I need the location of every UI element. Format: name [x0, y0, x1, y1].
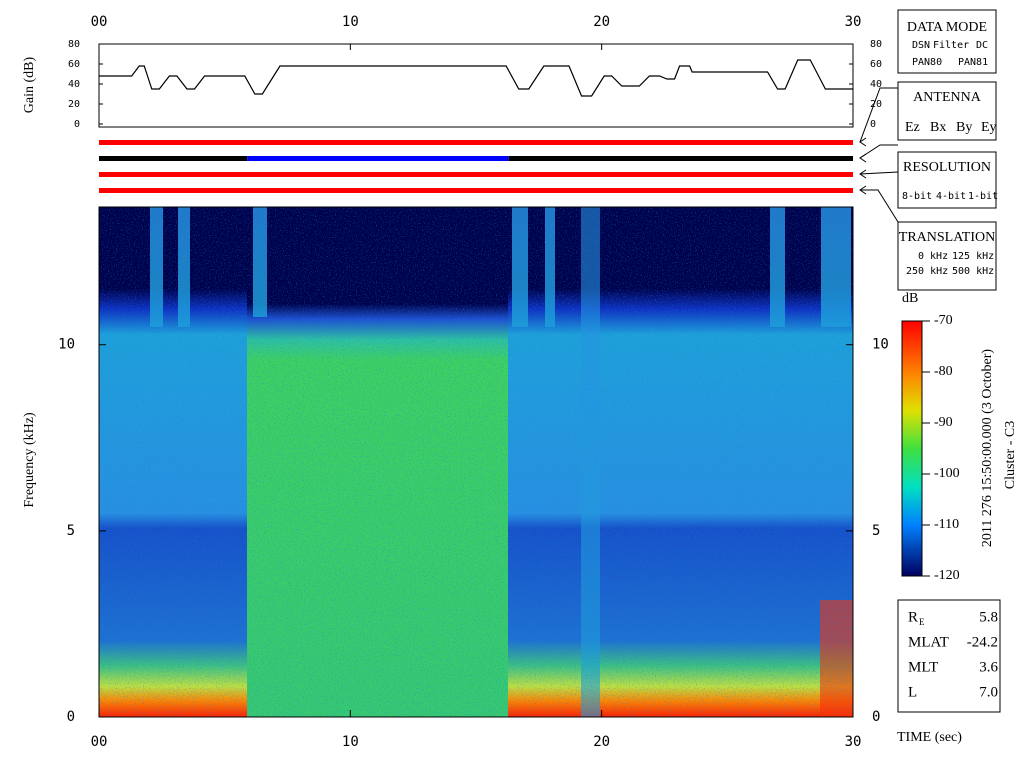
- colorbar-label: dB: [902, 291, 918, 306]
- colorbar-tick-label: -120: [934, 568, 960, 583]
- colorbar: [901, 320, 923, 577]
- legend-item: 8-bit: [902, 191, 932, 202]
- legend-item: Filter: [933, 40, 969, 51]
- legend-box: [897, 151, 997, 209]
- spectrogram-frame: [98, 206, 854, 718]
- legend-item: 0 kHz: [918, 251, 948, 262]
- x-tick-label: 30: [845, 14, 862, 30]
- y-tick-label: 0: [872, 709, 880, 725]
- y-tick-label: 5: [67, 523, 75, 539]
- arrowhead: [859, 153, 867, 163]
- status-bar: [508, 156, 853, 161]
- y-tick-label: 60: [870, 59, 882, 70]
- legend-title: DATA MODE: [907, 20, 987, 35]
- x-tick-label: 00: [91, 734, 108, 750]
- orbit-label: MLT: [908, 659, 938, 675]
- y-tick-label: 40: [68, 79, 80, 90]
- y-tick-label: 40: [870, 79, 882, 90]
- legend-boxes: [859, 9, 1001, 713]
- orbit-value: -24.2: [967, 634, 998, 650]
- legend-title: ANTENNA: [913, 90, 982, 105]
- orbit-label: L: [908, 684, 917, 700]
- legend-item: 1-bit: [968, 191, 998, 202]
- legend-item: DSN: [912, 40, 930, 51]
- colorbar-tick-label: -110: [934, 517, 959, 532]
- gain-frame: [98, 43, 854, 128]
- legend-item: 250 kHz: [906, 266, 948, 277]
- orbit-subscript: E: [919, 617, 925, 627]
- x-tick-label: 10: [342, 734, 359, 750]
- x-tick-label: 20: [593, 14, 610, 30]
- y-tick-label: 80: [870, 39, 882, 50]
- legend-item: 125 kHz: [952, 251, 994, 262]
- status-bar: [247, 156, 509, 161]
- pointer: [859, 87, 898, 143]
- y-tick-label: 60: [68, 59, 80, 70]
- legend-item: Ez: [905, 120, 920, 135]
- orbit-value: 7.0: [979, 684, 998, 700]
- y-tick-label: 0: [74, 119, 80, 130]
- pointer: [859, 144, 898, 159]
- status-bar: [99, 172, 853, 177]
- y-tick-label: 0: [870, 119, 876, 130]
- gain-label: Gain (dB): [22, 56, 37, 113]
- legend-item: 4-bit: [936, 191, 966, 202]
- legend-item: PAN80: [912, 57, 942, 68]
- legend-item: 500 kHz: [952, 266, 994, 277]
- legend-item: DC: [976, 40, 988, 51]
- orbit-value: 3.6: [979, 659, 998, 675]
- y-tick-label: 10: [58, 337, 75, 353]
- spacecraft-caption: Cluster - C3: [1003, 421, 1018, 489]
- orbit-value: 5.8: [979, 609, 998, 625]
- x-tick-label: 10: [342, 14, 359, 30]
- spectrogram-image: [99, 207, 853, 717]
- legend-box: [897, 221, 997, 291]
- y-tick-label: 20: [870, 99, 882, 110]
- orbit-label: R: [908, 609, 918, 625]
- orbit-label: MLAT: [908, 634, 949, 650]
- pointer: [859, 171, 899, 175]
- x-tick-label: 20: [593, 734, 610, 750]
- date-caption: 2011 276 15:50:00.000 (3 October): [980, 349, 995, 548]
- speckle: [99, 207, 853, 717]
- legend-box: [897, 81, 997, 141]
- y-tick-label: 5: [872, 523, 880, 539]
- time-label: TIME (sec): [897, 730, 962, 745]
- y-tick-label: 80: [68, 39, 80, 50]
- status-bar: [99, 188, 853, 193]
- status-bar: [99, 140, 853, 145]
- colorbar-tick-label: -80: [934, 364, 953, 379]
- arrowhead: [859, 169, 867, 179]
- arrowhead: [859, 137, 867, 147]
- y-tick-label: 20: [68, 99, 80, 110]
- colorbar-tick-label: -70: [934, 313, 953, 328]
- colorbar-tick-label: -90: [934, 415, 953, 430]
- orbit-box: [897, 599, 1001, 713]
- legend-item: PAN81: [958, 57, 988, 68]
- arrowhead: [859, 185, 867, 195]
- y-tick-label: 0: [67, 709, 75, 725]
- y-tick-label: 10: [872, 337, 889, 353]
- legend-title: TRANSLATION: [899, 230, 995, 245]
- legend-item: Ey: [981, 120, 997, 135]
- legend-item: Bx: [930, 120, 946, 135]
- legend-item: By: [956, 120, 972, 135]
- colorbar-tick-label: -100: [934, 466, 960, 481]
- x-tick-label: 00: [91, 14, 108, 30]
- pointer: [860, 189, 899, 223]
- gain-line: [99, 59, 853, 97]
- legend-box: [897, 9, 997, 74]
- status-bar: [99, 156, 248, 161]
- legend-title: RESOLUTION: [903, 160, 991, 175]
- frequency-label: Frequency (kHz): [22, 412, 37, 508]
- x-tick-label: 30: [845, 734, 862, 750]
